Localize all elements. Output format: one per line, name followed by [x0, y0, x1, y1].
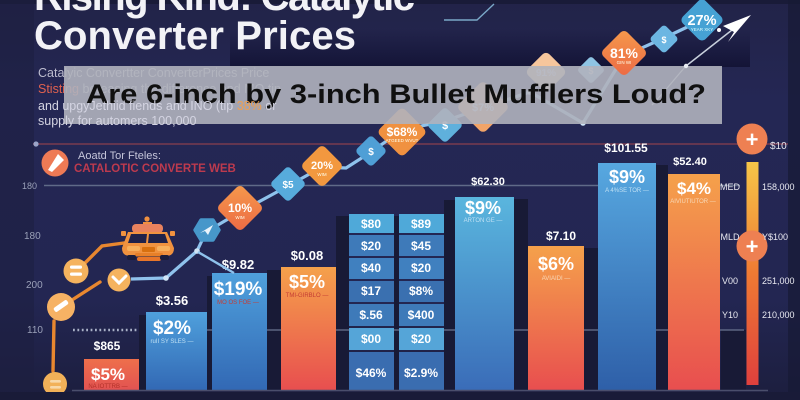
svg-text:$9%: $9%	[609, 167, 645, 187]
svg-text:20%: 20%	[311, 160, 333, 172]
svg-text:$62.30: $62.30	[471, 176, 505, 188]
svg-text:251,000: 251,000	[762, 276, 795, 286]
svg-text:A 4%SE TOR —: A 4%SE TOR —	[605, 188, 649, 194]
svg-text:$5%: $5%	[289, 272, 325, 292]
svg-text:158,000: 158,000	[762, 182, 795, 192]
svg-text:AIVIUTIUTOR —: AIVIUTIUTOR —	[670, 199, 716, 205]
svg-text:$00: $00	[361, 332, 381, 346]
svg-text:ARTON GE —: ARTON GE —	[464, 218, 503, 224]
svg-text:GIN WI: GIN WI	[617, 60, 632, 65]
svg-text:supply for automers 100,000: supply for automers 100,000	[38, 114, 196, 128]
svg-text:200: 200	[26, 280, 43, 291]
svg-text:$45: $45	[411, 239, 431, 253]
svg-text:$.56: $.56	[359, 308, 383, 322]
svg-text:10%: 10%	[228, 201, 252, 215]
svg-text:$52.40: $52.40	[673, 156, 707, 168]
svg-text:$: $	[442, 120, 448, 132]
svg-text:$20: $20	[411, 261, 431, 275]
svg-text:$46%: $46%	[356, 366, 387, 380]
svg-text:MLD: MLD	[720, 232, 740, 242]
svg-text:Are 6-inch by 3-inch Bullet Mu: Are 6-inch by 3-inch Bullet Mufflers Lou…	[86, 79, 706, 109]
svg-text:$0.08: $0.08	[291, 248, 324, 263]
svg-text:V00: V00	[722, 276, 738, 286]
svg-text:+: +	[746, 127, 759, 152]
svg-text:AVIAIDI —: AVIAIDI —	[542, 276, 571, 282]
svg-text:$5: $5	[282, 180, 294, 191]
svg-text:Y$100: Y$100	[762, 232, 788, 242]
svg-text:180: 180	[22, 181, 37, 191]
svg-text:ruII SY SLES —: ruII SY SLES —	[151, 339, 194, 345]
svg-text:Rising Kind: Catalytic: Rising Kind: Catalytic	[34, 0, 415, 19]
svg-text:$68%: $68%	[387, 125, 418, 139]
svg-text:$7.10: $7.10	[546, 229, 576, 243]
svg-text:$865: $865	[94, 339, 121, 353]
svg-text:$10: $10	[770, 141, 787, 152]
svg-text:$2.9%: $2.9%	[404, 366, 438, 380]
svg-text:$: $	[661, 35, 666, 45]
svg-text:$8%: $8%	[409, 284, 433, 298]
svg-text:ATGEED WVUT: ATGEED WVUT	[386, 138, 419, 143]
svg-text:110: 110	[27, 325, 43, 336]
svg-text:$40: $40	[361, 261, 381, 275]
svg-text:$20: $20	[411, 332, 431, 346]
svg-text:WIM: WIM	[235, 215, 244, 220]
svg-text:and upgyJethiid fiends and INO: and upgyJethiid fiends and INO (tip 38% …	[38, 99, 276, 113]
svg-text:$9.82: $9.82	[222, 257, 255, 272]
svg-text:NA IOTTRB —: NA IOTTRB —	[88, 384, 127, 390]
svg-text:$20: $20	[361, 239, 381, 253]
svg-text:MED: MED	[720, 182, 741, 192]
svg-text:210,000: 210,000	[762, 310, 795, 320]
svg-text:$17: $17	[361, 284, 381, 298]
svg-text:$6%: $6%	[538, 254, 574, 274]
svg-text:$5%: $5%	[91, 365, 125, 384]
svg-text:$2%: $2%	[153, 318, 191, 339]
svg-text:+: +	[746, 234, 759, 259]
svg-text:$9%: $9%	[465, 198, 501, 218]
svg-text:MO OS FOE —: MO OS FOE —	[217, 300, 259, 306]
svg-text:CATALOTIC CONVERTE WEB: CATALOTIC CONVERTE WEB	[74, 163, 236, 175]
svg-text:$89: $89	[411, 217, 431, 231]
svg-text:Y10: Y10	[722, 310, 738, 320]
svg-text:Aoatd Tor Fteles:: Aoatd Tor Fteles:	[78, 150, 161, 162]
svg-text:$4%: $4%	[677, 179, 711, 198]
svg-text:$400: $400	[408, 308, 435, 322]
svg-text:27%: 27%	[687, 13, 716, 29]
svg-text:$101.55: $101.55	[604, 141, 648, 155]
svg-text:YEAR XKY: YEAR XKY	[691, 27, 714, 32]
svg-text:WIM: WIM	[317, 172, 326, 177]
svg-text:Converter Prices: Converter Prices	[34, 14, 356, 58]
svg-text:$80: $80	[361, 217, 381, 231]
svg-text:$: $	[368, 147, 374, 158]
svg-text:TMI-GIRBLO —: TMI-GIRBLO —	[286, 293, 329, 299]
svg-text:$19%: $19%	[214, 279, 263, 300]
svg-text:$3.56: $3.56	[156, 293, 189, 308]
svg-text:180: 180	[24, 231, 41, 242]
svg-text:81%: 81%	[610, 45, 639, 61]
